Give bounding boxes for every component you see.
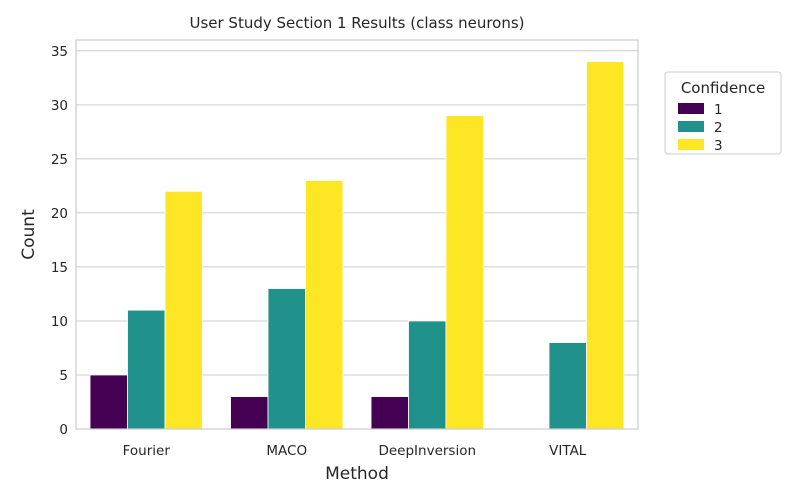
legend: Confidence 1 2 3 <box>664 71 782 155</box>
bars <box>89 61 625 430</box>
bar-DeepInversion-confidence-3 <box>445 115 484 430</box>
legend-items: 1 2 3 <box>678 102 723 154</box>
bar-VITAL-confidence-2 <box>548 342 587 430</box>
y-axis-label: Count <box>19 209 39 260</box>
x-axis-label: Method <box>325 464 389 484</box>
legend-box <box>664 71 782 155</box>
x-tick-label: MACO <box>266 443 307 459</box>
y-tick-label: 5 <box>59 368 68 384</box>
y-tick-label: 25 <box>51 152 68 168</box>
bar-DeepInversion-confidence-1 <box>370 396 409 430</box>
y-tick-label: 15 <box>51 260 68 276</box>
legend-title: Confidence <box>681 79 765 97</box>
legend-swatch <box>678 121 704 132</box>
y-tick-labels: 0 5 10 15 20 25 30 35 <box>51 44 68 438</box>
x-tick-label: DeepInversion <box>378 443 476 459</box>
bar-Fourier-confidence-2 <box>127 309 166 430</box>
legend-label: 3 <box>714 138 723 154</box>
legend-swatch <box>678 103 704 114</box>
bar-MACO-confidence-2 <box>267 288 306 430</box>
plot-frame <box>75 39 639 430</box>
y-tick-label: 30 <box>51 98 68 114</box>
chart-title: User Study Section 1 Results (class neur… <box>189 14 524 32</box>
bar-VITAL-confidence-3 <box>586 61 625 430</box>
y-tick-label: 0 <box>59 422 68 438</box>
x-tick-label: VITAL <box>549 443 587 459</box>
bar-DeepInversion-confidence-2 <box>408 320 447 430</box>
x-tick-label: Fourier <box>123 443 171 459</box>
y-tick-label: 10 <box>51 314 68 330</box>
legend-swatch <box>678 139 704 150</box>
legend-label: 2 <box>714 120 723 136</box>
legend-label: 1 <box>714 102 723 118</box>
bar-Fourier-confidence-1 <box>89 374 128 430</box>
y-tick-label: 35 <box>51 44 68 60</box>
bar-MACO-confidence-3 <box>305 180 344 430</box>
bar-MACO-confidence-1 <box>230 396 269 430</box>
y-tick-label: 20 <box>51 206 68 222</box>
bar-Fourier-confidence-3 <box>164 190 203 430</box>
x-tick-labels: Fourier MACO DeepInversion VITAL <box>123 443 587 459</box>
